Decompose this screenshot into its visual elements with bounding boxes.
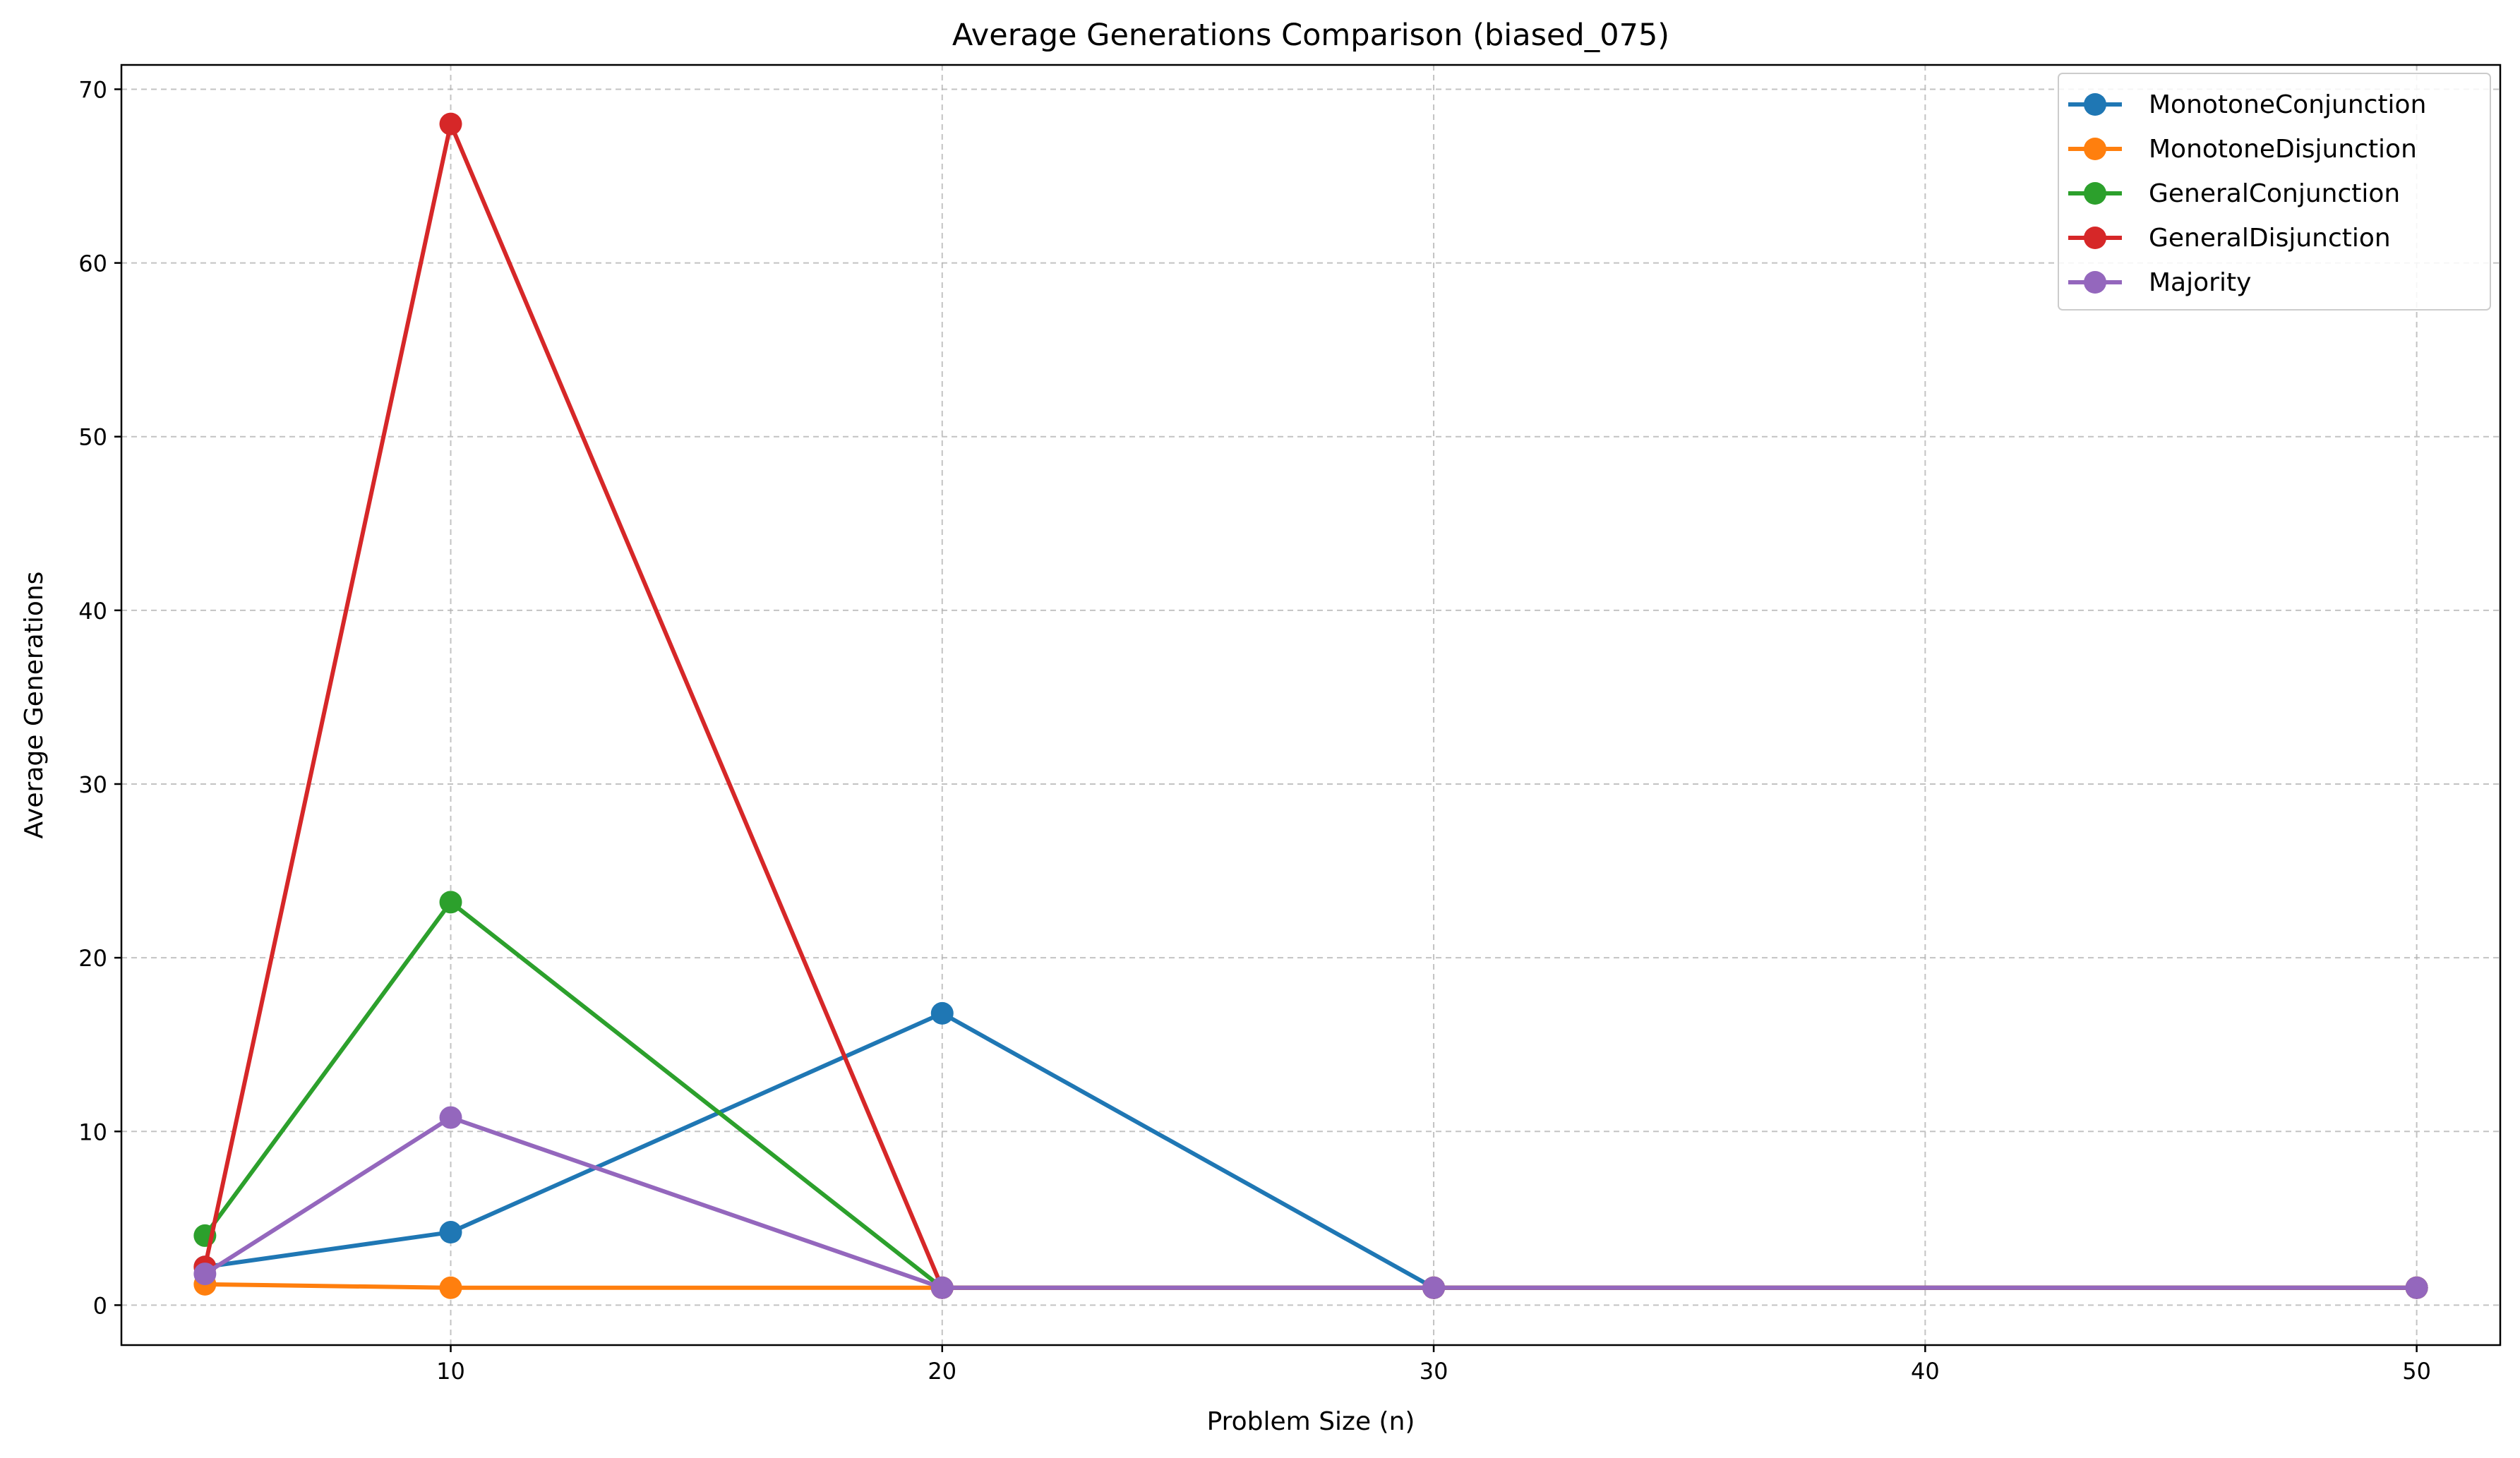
series-layer	[193, 112, 2428, 1299]
data-point	[439, 1106, 462, 1129]
x-tick-label: 50	[2402, 1358, 2431, 1385]
legend: MonotoneConjunction MonotoneDisjunction Ge…	[2058, 73, 2491, 311]
legend-label: Majority	[2149, 268, 2251, 297]
y-tick-label: 20	[78, 945, 107, 972]
legend-label: GeneralDisjunction	[2149, 224, 2391, 253]
x-tick-label: 10	[436, 1358, 465, 1385]
y-tick-label: 70	[78, 76, 107, 103]
y-tick-label: 10	[78, 1119, 107, 1145]
y-tick-label: 60	[78, 251, 107, 277]
legend-swatch-marker	[2084, 138, 2106, 160]
legend-swatch-marker	[2084, 93, 2106, 116]
legend-swatch-marker	[2084, 271, 2106, 294]
y-tick-label: 50	[78, 424, 107, 451]
plot-frame	[120, 64, 2502, 1346]
data-point	[1422, 1276, 1446, 1299]
x-axis-label: Problem Size (n)	[1207, 1407, 1415, 1436]
legend-box	[2058, 73, 2491, 311]
y-axis-label: Average Generations	[20, 572, 49, 839]
data-point	[439, 1276, 462, 1299]
data-point	[930, 1001, 954, 1025]
axis-ticks: 10 20 30 40 50 0 10 20 30 40 50 60 70	[78, 76, 2431, 1385]
data-point	[193, 1263, 217, 1286]
grid	[121, 65, 2500, 1345]
data-point	[439, 891, 462, 914]
x-tick-label: 40	[1911, 1358, 1940, 1385]
data-point	[439, 112, 462, 135]
x-tick-label: 20	[928, 1358, 956, 1385]
data-point	[439, 1221, 462, 1244]
x-tick-label: 30	[1420, 1358, 1448, 1385]
y-tick-label: 30	[78, 771, 107, 798]
y-tick-label: 0	[93, 1292, 107, 1319]
data-point	[930, 1276, 954, 1299]
legend-label: MonotoneConjunction	[2149, 90, 2426, 119]
legend-label: MonotoneDisjunction	[2149, 135, 2417, 164]
legend-swatch-marker	[2084, 227, 2106, 249]
legend-label: GeneralConjunction	[2149, 179, 2400, 208]
data-point	[2405, 1276, 2428, 1299]
legend-swatch-marker	[2084, 182, 2106, 205]
y-tick-label: 40	[78, 598, 107, 625]
chart-title: Average Generations Comparison (biased_0…	[952, 18, 1669, 53]
